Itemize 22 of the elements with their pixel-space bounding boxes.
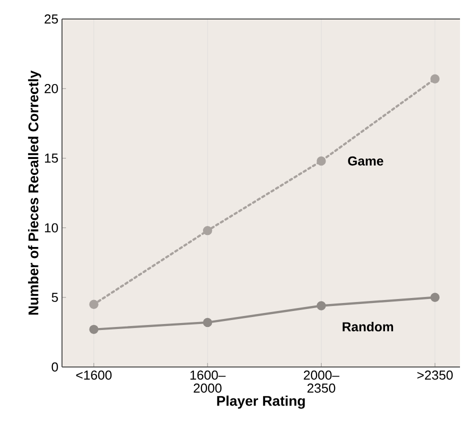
point	[430, 74, 440, 84]
x-tick-label: >2350	[417, 370, 453, 380]
y-tick-label: 5	[52, 292, 58, 302]
point	[316, 301, 326, 310]
x-tick-label: 2000– 2350	[304, 370, 340, 393]
point	[430, 292, 440, 302]
point	[89, 324, 98, 334]
y-tick-label: 10	[44, 223, 58, 232]
x-tick-label: <1600	[76, 370, 112, 380]
y-tick-label: 25	[44, 14, 58, 24]
y-tick-label: 0	[52, 362, 58, 372]
point	[202, 318, 212, 328]
x-axis-title: Player Rating	[217, 396, 305, 409]
y-axis-title: Number of Pieces Recalled Correctly	[28, 70, 42, 315]
y-tick-label: 15	[44, 154, 58, 163]
x-tick-label: 1600– 2000	[190, 370, 226, 393]
point	[89, 300, 98, 309]
y-tick-label: 20	[44, 84, 58, 94]
point	[316, 156, 326, 166]
series-label: Random	[342, 322, 394, 332]
series-label: Game	[348, 156, 384, 166]
point	[202, 226, 212, 236]
